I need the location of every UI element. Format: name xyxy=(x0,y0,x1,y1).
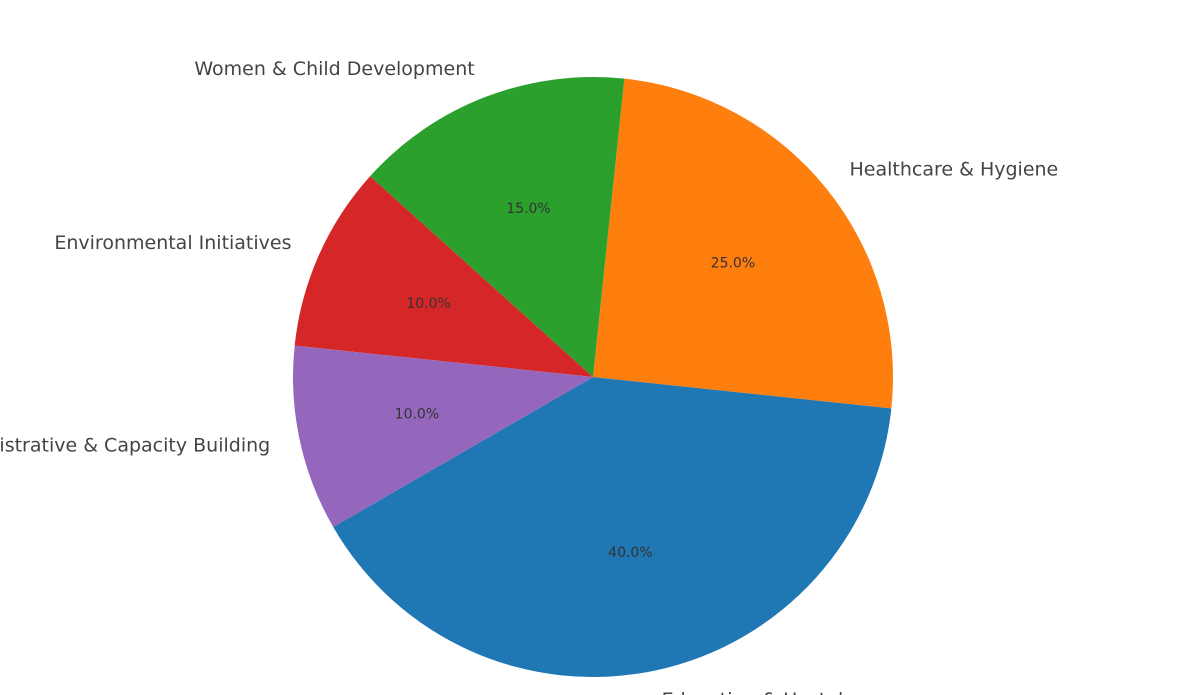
percent-label-women-and-child-development: 15.0% xyxy=(506,201,550,217)
category-label-education-and-hostels: Education & Hostels xyxy=(662,689,854,695)
percent-label-healthcare-and-hygiene: 25.0% xyxy=(711,256,755,272)
percent-label-administrative-and-capacity-building: 10.0% xyxy=(395,406,439,422)
percent-labels: 40.0% 25.0% 15.0% 10.0% 10.0% xyxy=(395,201,755,561)
pie-slice-healthcare-and-hygiene xyxy=(593,78,894,409)
category-labels: Education & Hostels Healthcare & Hygiene W… xyxy=(0,58,1058,695)
percent-label-environmental-initiatives: 10.0% xyxy=(406,296,450,312)
pie-slice-environmental-initiatives xyxy=(294,176,593,377)
pie-slice-women-and-child-development xyxy=(370,76,625,378)
pie-slice-administrative-and-capacity-building xyxy=(292,345,593,527)
pie-slices xyxy=(292,76,894,678)
category-label-environmental-initiatives: Environmental Initiatives xyxy=(54,232,291,254)
category-label-women-and-child-development: Women & Child Development xyxy=(194,58,474,80)
category-label-healthcare-and-hygiene: Healthcare & Hygiene xyxy=(850,158,1059,180)
category-label-administrative-and-capacity-building: Administrative & Capacity Building xyxy=(0,435,270,457)
pie-slice-education-and-hostels xyxy=(333,377,892,678)
percent-label-education-and-hostels: 40.0% xyxy=(608,545,652,561)
